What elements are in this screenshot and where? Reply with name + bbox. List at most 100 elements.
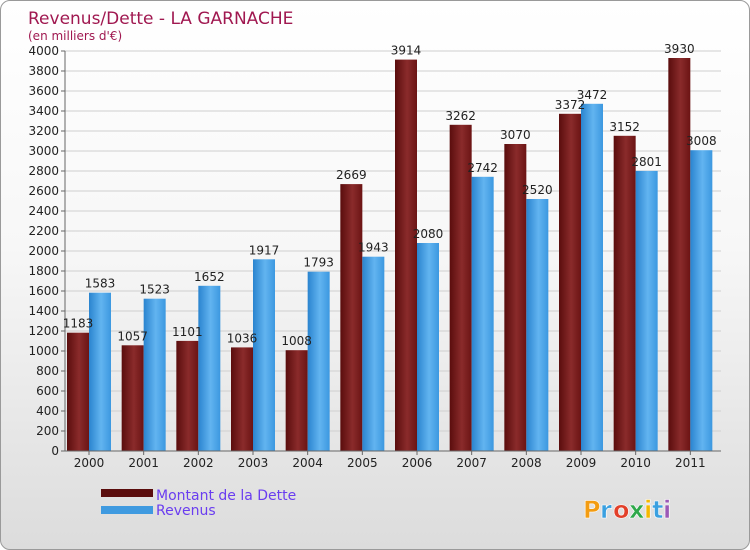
- x-tick-label: 2002: [183, 456, 214, 470]
- bar-dette: [340, 184, 363, 451]
- y-tick-label: 3800: [28, 64, 59, 78]
- x-tick-label: 2011: [675, 456, 706, 470]
- value-label: 1917: [249, 243, 280, 257]
- logo-letter: o: [613, 496, 630, 524]
- value-label: 2520: [522, 183, 553, 197]
- logo-letter: t: [652, 496, 663, 524]
- bar-dette: [121, 345, 144, 451]
- logo-letter: i: [663, 496, 671, 524]
- bar-dette: [613, 135, 636, 452]
- bar-revenus: [143, 298, 166, 451]
- legend-label-revenus: Revenus: [156, 503, 216, 519]
- y-tick-label: 0: [51, 444, 59, 458]
- y-tick-label: 1000: [28, 344, 59, 358]
- x-tick-label: 2000: [74, 456, 105, 470]
- bar-revenus: [198, 285, 221, 451]
- y-tick-label: 200: [36, 424, 59, 438]
- bar-revenus: [690, 150, 713, 451]
- x-tick-label: 2005: [347, 456, 378, 470]
- legend: Montant de la Dette Revenus: [101, 488, 296, 519]
- value-label: 3914: [391, 44, 422, 58]
- y-tick-label: 4000: [28, 44, 59, 58]
- value-label: 2080: [413, 227, 444, 241]
- value-label: 2742: [467, 161, 498, 175]
- value-label: 1793: [303, 256, 334, 270]
- x-tick-label: 2010: [620, 456, 651, 470]
- x-tick-label: 2007: [456, 456, 487, 470]
- y-tick-label: 2600: [28, 184, 59, 198]
- bar-revenus: [417, 243, 439, 451]
- x-tick-label: 2004: [292, 456, 323, 470]
- value-label: 1523: [139, 283, 170, 297]
- value-label: 1057: [117, 329, 148, 343]
- x-tick-label: 2006: [402, 456, 433, 470]
- gridlines: [65, 50, 721, 452]
- bar-revenus: [471, 176, 494, 452]
- y-tick-label: 400: [36, 404, 59, 418]
- y-tick-label: 1400: [28, 304, 59, 318]
- value-label: 1183: [63, 317, 94, 331]
- y-tick-label: 3600: [28, 84, 59, 98]
- value-label: 3070: [500, 128, 531, 142]
- legend-swatch-dette: [101, 489, 153, 497]
- bar-revenus: [89, 292, 111, 451]
- y-tick-label: 2800: [28, 164, 59, 178]
- value-label: 1036: [227, 331, 258, 345]
- bar-dette: [504, 144, 527, 451]
- y-tick-label: 3200: [28, 124, 59, 138]
- chart-title: Revenus/Dette - LA GARNACHE: [28, 9, 293, 29]
- legend-label-dette: Montant de la Dette: [156, 488, 296, 504]
- x-tick-label: 2003: [238, 456, 269, 470]
- value-label: 2801: [631, 155, 662, 169]
- y-tick-label: 1200: [28, 324, 59, 338]
- value-label: 3930: [664, 42, 695, 56]
- value-label: 3262: [445, 109, 476, 123]
- bar-revenus: [362, 256, 385, 451]
- value-label: 3472: [577, 88, 608, 102]
- y-tick-label: 1600: [28, 284, 59, 298]
- y-tick-label: 3400: [28, 104, 59, 118]
- y-tick-label: 1800: [28, 264, 59, 278]
- bar-revenus: [253, 259, 275, 451]
- value-label: 3372: [555, 98, 586, 112]
- bar-revenus: [635, 170, 658, 451]
- bar-dette: [176, 340, 199, 451]
- logo-letter: x: [629, 496, 645, 524]
- chart-subtitle: (en milliers d'€): [28, 29, 122, 43]
- logo-letter: P: [583, 496, 601, 524]
- value-label: 1101: [172, 325, 203, 339]
- bar-revenus: [307, 271, 330, 451]
- y-tick-label: 2000: [28, 244, 59, 258]
- y-tick-label: 2200: [28, 224, 59, 238]
- bar-revenus: [526, 199, 549, 451]
- x-tick-label: 2009: [566, 456, 597, 470]
- y-tick-label: 2400: [28, 204, 59, 218]
- bar-dette: [231, 347, 253, 451]
- bar-dette: [395, 59, 417, 451]
- logo-letter: i: [644, 496, 652, 524]
- bar-dette: [285, 350, 308, 451]
- bar-revenus: [581, 103, 603, 452]
- y-tick-label: 800: [36, 364, 59, 378]
- legend-swatch-revenus: [101, 506, 153, 514]
- bar-dette: [449, 124, 472, 452]
- y-tick-label: 3000: [28, 144, 59, 158]
- value-label: 1652: [194, 270, 225, 284]
- y-tick-label: 600: [36, 384, 59, 398]
- value-label: 1583: [85, 277, 116, 291]
- axes: 0 200 400 600 800 1000 1200 1400 1600 1800 2000 220…: [28, 44, 721, 470]
- value-labels: 1183 1583 1057 1523 1101 1652 1036 1917 1008 1793…: [63, 42, 717, 348]
- value-label: 3008: [686, 134, 717, 148]
- x-tick-label: 2001: [128, 456, 159, 470]
- value-label: 1008: [281, 334, 312, 348]
- x-tick-label: 2008: [511, 456, 542, 470]
- value-label: 3152: [609, 120, 640, 134]
- bar-dette: [668, 58, 691, 451]
- bar-dette: [559, 113, 581, 452]
- logo-letter: r: [600, 496, 612, 524]
- value-label: 1943: [358, 241, 389, 255]
- bars: [67, 58, 713, 452]
